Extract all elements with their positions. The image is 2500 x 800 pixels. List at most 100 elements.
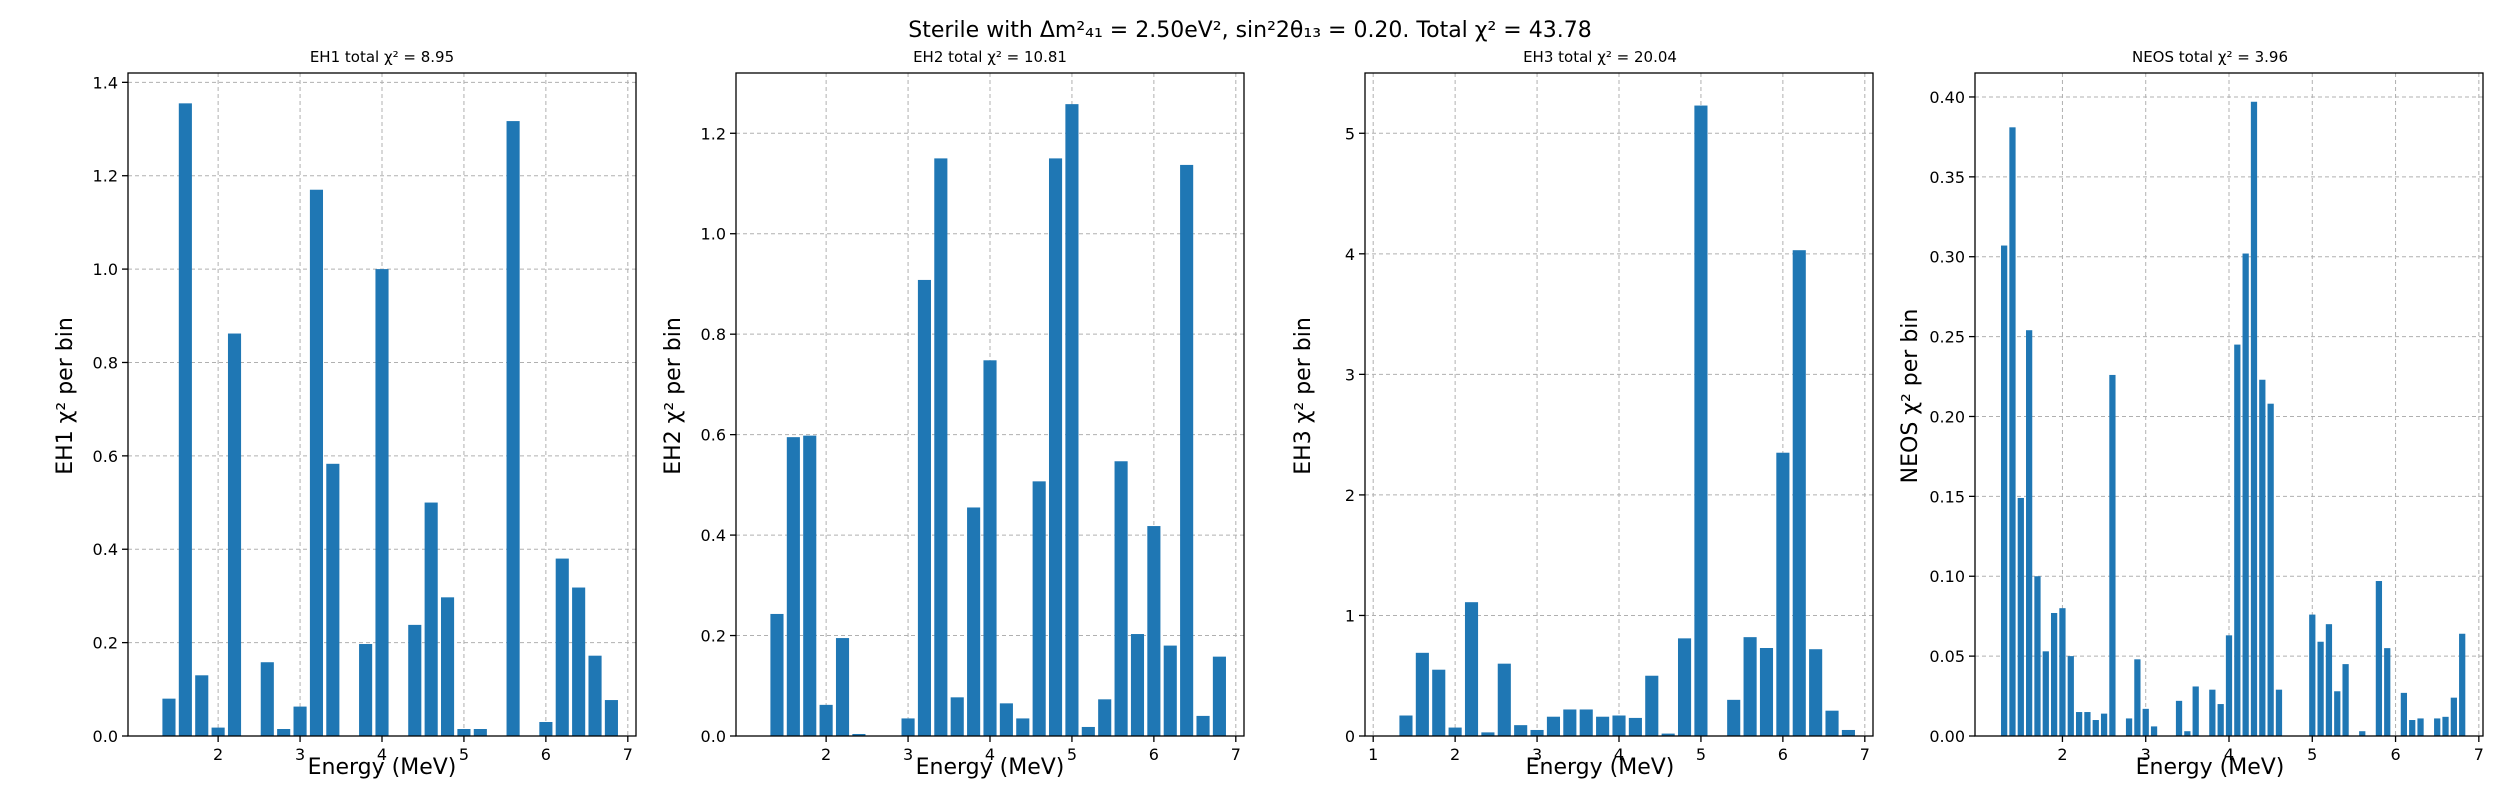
bar (1596, 716, 1610, 736)
bars (1399, 105, 1855, 737)
panel-title: EH1 total χ² = 8.95 (310, 48, 454, 66)
x-tick-label: 7 (623, 745, 633, 764)
bar (999, 703, 1013, 736)
bar (1432, 669, 1446, 736)
bar (819, 704, 833, 736)
bar (2242, 253, 2249, 736)
y-tick-label: 1.0 (701, 225, 726, 244)
bar (2017, 497, 2024, 736)
bar (983, 360, 997, 736)
y-tick-label: 1.0 (93, 260, 118, 279)
y-tick-label: 1.2 (701, 124, 726, 143)
bar (2109, 374, 2116, 736)
panel-eh3: EH3 total χ² = 20.04 EH3 χ² per bin Ener… (1291, 48, 1874, 780)
bar (1563, 709, 1577, 736)
bar (2250, 101, 2258, 736)
bar (1212, 656, 1226, 736)
bar (195, 675, 209, 736)
bar (1415, 652, 1429, 736)
bar (1645, 675, 1659, 736)
panel-title: EH2 total χ² = 10.81 (913, 48, 1067, 66)
bar (1809, 649, 1823, 736)
bar (2375, 581, 2383, 736)
x-tick-label: 4 (377, 745, 387, 764)
bar (408, 624, 422, 736)
x-tick-label: 3 (1532, 745, 1542, 764)
y-tick-label: 0.00 (1929, 727, 1965, 746)
y-tick-label: 0.35 (1929, 168, 1965, 187)
bar (2342, 664, 2349, 736)
y-tick-label: 0.05 (1929, 647, 1965, 666)
bar (2042, 651, 2049, 736)
bar (1481, 732, 1495, 736)
bar (2026, 330, 2033, 736)
bar (2209, 689, 2216, 736)
bars (162, 103, 618, 737)
x-axis-label: Energy (MeV) (2136, 755, 2285, 780)
bar (2434, 718, 2441, 736)
bar (1579, 709, 1593, 736)
bar (2409, 720, 2416, 736)
x-tick-label: 2 (2057, 745, 2067, 764)
bar (2150, 726, 2158, 736)
bar (2317, 641, 2324, 736)
bar (786, 437, 800, 736)
bars (770, 104, 1226, 737)
bar (1065, 104, 1079, 736)
y-tick-label: 0.2 (93, 634, 118, 653)
y-tick-label: 0.4 (701, 526, 726, 545)
y-tick-label: 0.6 (701, 426, 726, 445)
y-tick-label: 0.0 (701, 727, 726, 746)
bar (473, 729, 487, 736)
x-axis-label: Energy (MeV) (1526, 755, 1675, 780)
x-axis-label: Energy (MeV) (308, 755, 457, 780)
y-axis-label: NEOS χ² per bin (1898, 309, 1923, 484)
bar (950, 697, 964, 736)
bar (1196, 715, 1210, 736)
bar (1448, 727, 1462, 736)
y-tick-label: 0.6 (93, 447, 118, 466)
y-tick-label: 0.2 (701, 627, 726, 646)
bar (457, 729, 471, 736)
bar (1841, 729, 1855, 736)
bar (211, 727, 225, 736)
bar (2034, 576, 2041, 736)
bar (2067, 656, 2074, 736)
bar (2184, 731, 2191, 736)
bar (1530, 729, 1544, 736)
bar (2217, 704, 2224, 736)
bar (1464, 602, 1479, 736)
x-tick-label: 3 (295, 745, 305, 764)
bar (2225, 635, 2233, 736)
bar (2059, 608, 2066, 736)
y-tick-label: 1 (1345, 606, 1355, 625)
x-tick-label: 3 (2141, 745, 2151, 764)
bar (539, 721, 553, 736)
bar (326, 463, 340, 736)
bar (359, 644, 373, 736)
bar (2092, 720, 2099, 736)
x-axis-label: Energy (MeV) (916, 755, 1065, 780)
x-tick-label: 2 (1450, 745, 1460, 764)
bar (2100, 713, 2108, 736)
panel-eh1: EH1 total χ² = 8.95 EH1 χ² per bin Energ… (53, 48, 637, 780)
panel-title: EH3 total χ² = 20.04 (1523, 48, 1677, 66)
bar (2325, 624, 2333, 736)
bar (178, 103, 192, 737)
y-tick-label: 0.10 (1929, 567, 1965, 586)
bar (604, 700, 618, 736)
x-tick-label: 5 (1696, 745, 1706, 764)
panel-title: NEOS total χ² = 3.96 (2132, 48, 2288, 66)
bar (1114, 461, 1128, 736)
bar (2134, 659, 2141, 736)
bar (2450, 697, 2457, 736)
bar (852, 733, 866, 736)
x-tick-label: 7 (1231, 745, 1241, 764)
x-tick-label: 5 (2307, 745, 2317, 764)
bar (2459, 633, 2466, 736)
bar (2084, 712, 2091, 736)
bar (2275, 689, 2283, 736)
bar (440, 597, 455, 736)
bar (227, 333, 242, 736)
